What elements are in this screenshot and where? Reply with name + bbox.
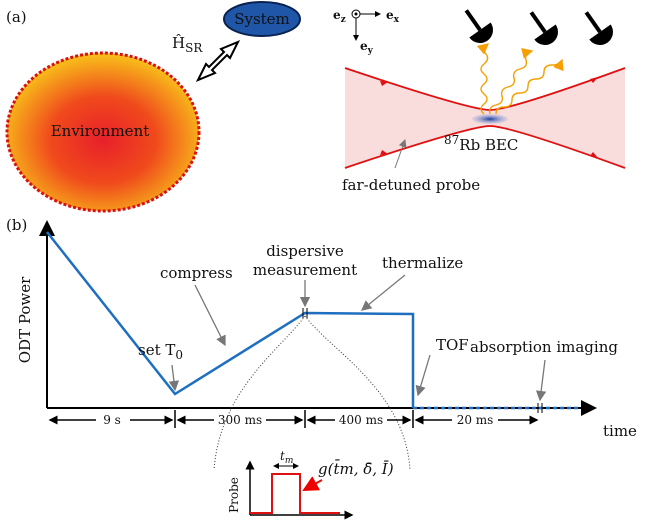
compress-label: compress — [160, 264, 233, 282]
bec-cloud — [472, 114, 508, 124]
bec-sup: 87 — [444, 133, 459, 147]
width-base: t — [280, 449, 285, 463]
coupling-base: Ĥ — [172, 34, 185, 52]
ey-base: e — [360, 39, 368, 53]
duration-label: 20 ms — [457, 413, 494, 427]
coordinate-axes — [351, 9, 381, 41]
ey-label: ey — [360, 39, 374, 56]
duration-label: 400 ms — [339, 413, 383, 427]
annotation-arrows — [168, 274, 547, 402]
beam-edge — [344, 125, 626, 169]
panel-label: (b) — [6, 216, 27, 234]
ez-sub: z — [341, 15, 346, 25]
width-sub: m — [285, 456, 294, 466]
ey-sub: y — [367, 46, 374, 56]
pulse-width-label: tm — [280, 449, 293, 466]
thermalize-label: thermalize — [382, 254, 463, 272]
dispersive-label: dispersive — [266, 242, 344, 260]
function-label: g(t̄m, δ̄, Ī) — [318, 460, 394, 478]
duration-label: 9 s — [103, 413, 121, 427]
ex-sub: x — [394, 15, 400, 25]
durations: 9 s 300 ms 400 ms 20 ms — [96, 413, 498, 427]
bec-label: 87Rb BEC — [444, 133, 518, 154]
ez-label: ez — [333, 8, 346, 25]
probe-pulse — [250, 473, 340, 514]
event-ticks — [302, 308, 543, 413]
function-arrow — [302, 476, 323, 491]
double-arrow — [195, 40, 241, 82]
duration-label: 300 ms — [218, 413, 262, 427]
ex-base: e — [386, 8, 394, 22]
coupling-sub: SR — [185, 41, 203, 55]
zoom-lines — [213, 315, 411, 471]
set-t0-label: set T0 — [138, 341, 183, 362]
ex-label: ex — [386, 8, 400, 25]
coupling-label: ĤSR — [172, 34, 203, 55]
dispersive-label: measurement — [253, 261, 357, 279]
tof-label: TOF — [436, 336, 469, 354]
power-curve — [46, 231, 415, 408]
detectors — [464, 9, 613, 45]
pointer-arrow — [394, 139, 407, 169]
set-t0-sub: 0 — [175, 348, 183, 362]
system-ellipse — [223, 1, 301, 37]
ez-base: e — [333, 8, 341, 22]
bec-base: Rb BEC — [459, 136, 518, 154]
inset-y-label: Probe — [227, 477, 241, 513]
scattered-photons — [476, 43, 564, 115]
environment-ellipse — [5, 51, 201, 213]
probe-label: far-detuned probe — [342, 176, 480, 194]
x-label: time — [603, 422, 637, 440]
imaging-label: absorption imaging — [470, 338, 618, 356]
environment-label: Environment — [51, 122, 150, 140]
y-label: ODT Power — [16, 276, 34, 363]
system-label: System — [234, 10, 290, 28]
panel-label: (a) — [6, 8, 27, 26]
set-t0-base: set T — [138, 341, 175, 359]
